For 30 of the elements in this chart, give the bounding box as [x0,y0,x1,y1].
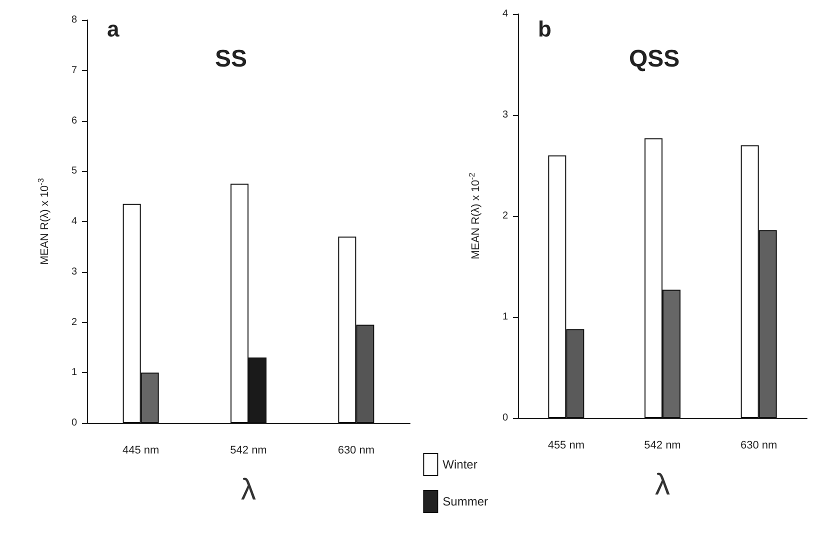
annotation: b [538,16,552,42]
y-tick-label: 1 [71,367,78,378]
y-tick-label: 2 [71,316,78,328]
x-tick-label: 630 nm [338,444,375,456]
legend-label: Winter [442,458,478,472]
y-axis-title: MEAN R(λ) x 10-3 [36,178,51,265]
y-tick-label: 5 [71,166,78,177]
x-tick-label: 542 nm [644,440,681,452]
y-tick-label: 1 [502,312,508,322]
text: SS [215,46,248,72]
x-tick-label: 542 nm [230,444,267,456]
y-tick-label: 4 [71,216,78,227]
y-tick-label: 4 [502,8,508,20]
legend-label: Summer [442,494,488,508]
x-axis-title: λ [241,474,256,506]
y-axis-title: MEAN R(λ) x 10-2 [468,172,482,260]
y-tick-label: 3 [71,266,78,278]
x-axis-title: λ [655,468,670,502]
text: QSS [629,46,680,72]
x-tick-label: 455 nm [548,440,585,452]
x-tick-label: 630 nm [740,440,778,452]
y-tick-label: 8 [71,14,78,26]
annotation: a [107,16,120,42]
y-tick-label: 2 [502,210,508,222]
y-tick-label: 0 [71,418,78,428]
x-tick-label: 445 nm [122,444,160,456]
y-tick-label: 7 [71,64,78,76]
y-tick-label: 6 [71,115,78,126]
y-tick-label: 0 [502,412,508,424]
y-tick-label: 3 [502,110,508,120]
